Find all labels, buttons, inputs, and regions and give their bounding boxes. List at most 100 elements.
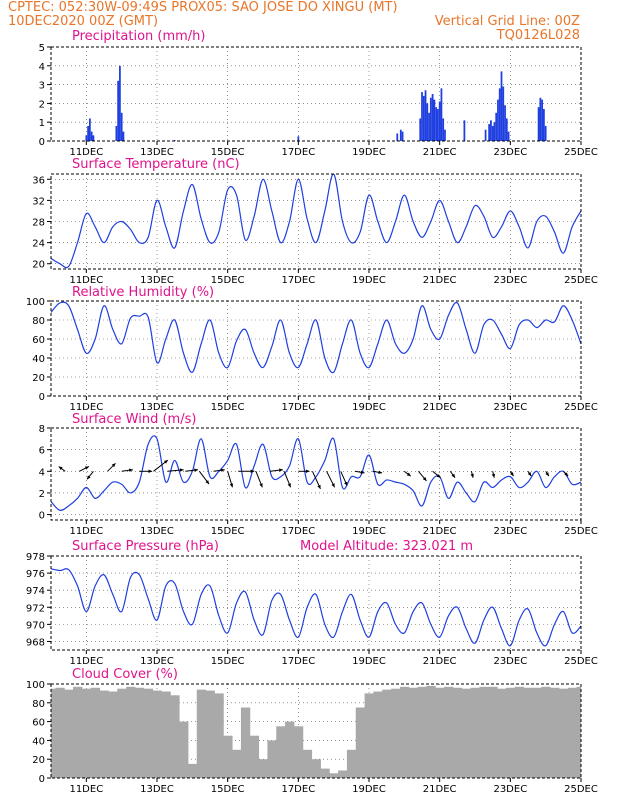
precip-bar	[401, 131, 404, 141]
y-tick-label: 20	[32, 755, 45, 766]
cloud-bar	[488, 686, 498, 778]
y-tick-label: 0	[39, 511, 45, 522]
cloud-bar	[408, 687, 419, 778]
cloud-bar	[435, 687, 445, 778]
wind-arrow-head	[305, 469, 310, 474]
wind-arrow-head	[360, 470, 365, 475]
precip-bar	[90, 131, 93, 141]
wind-arrow	[509, 471, 514, 477]
wind-arrow	[153, 459, 169, 472]
wind-arrow-head	[422, 477, 427, 481]
cloud-bar	[126, 686, 136, 778]
series-group	[51, 435, 581, 511]
wind-arrow	[255, 471, 263, 488]
cloud-bar	[293, 726, 304, 778]
panel-6: 0 20 40 60 80 100 11DEC 13DEC 15DEC 17DEC 19DEC 21D…	[26, 667, 598, 795]
wind-arrow-head	[331, 483, 335, 488]
x-tick-label: 21DEC	[423, 402, 457, 413]
x-tick-label: 23DEC	[493, 147, 527, 158]
x-tick-label: 25DEC	[564, 526, 598, 537]
wind-arrow	[432, 470, 441, 479]
cloud-bar	[470, 687, 480, 778]
x-tick-label: 15DEC	[211, 402, 245, 413]
series-group	[51, 568, 581, 647]
wind-arrow-head	[250, 469, 255, 474]
cloud-bar	[152, 690, 162, 778]
wind-arrow	[340, 471, 348, 486]
cloud-bar	[426, 685, 436, 778]
series-line	[51, 568, 581, 647]
wind-arrow-head	[220, 468, 225, 472]
x-tick-label: 15DEC	[211, 656, 245, 667]
cloud-bar	[64, 689, 74, 778]
wind-arrow-head	[510, 472, 514, 477]
wind-arrow-head	[229, 483, 234, 488]
series-line	[51, 435, 581, 511]
cloud-bar	[399, 686, 410, 778]
wind-arrow	[185, 468, 199, 472]
wind-arrow	[79, 466, 90, 472]
precip-bar	[502, 86, 505, 141]
precip-bar	[495, 112, 498, 141]
x-tick-label: 19DEC	[352, 784, 386, 795]
precip-bar	[115, 125, 118, 141]
x-tick-label: 19DEC	[352, 526, 386, 537]
cloud-bar	[514, 686, 525, 778]
wind-arrow-head	[527, 472, 532, 477]
cloud-bar	[276, 726, 286, 778]
wind-arrow-head	[111, 463, 116, 468]
header-location: CPTEC: 052:30W-09:49S PROX05: SAO JOSE D…	[8, 0, 398, 15]
header-model: TQ0126L028	[496, 28, 580, 43]
y-tick-label: 36	[32, 175, 45, 186]
cloud-bar	[187, 763, 198, 778]
wind-arrow	[449, 470, 456, 478]
precip-bar	[399, 129, 402, 141]
cloud-bar	[81, 688, 92, 778]
x-tick-label: 13DEC	[140, 275, 174, 286]
x-tick-label: 11DEC	[69, 147, 103, 158]
y-tick-label: 40	[32, 354, 45, 365]
wind-arrow	[326, 471, 336, 488]
y-tick-label: 60	[32, 718, 45, 729]
x-tick-label: 21DEC	[423, 275, 457, 286]
x-tick-label: 15DEC	[211, 147, 245, 158]
x-tick-label: 15DEC	[211, 275, 245, 286]
wind-arrow-head	[179, 468, 184, 472]
x-tick-label: 25DEC	[564, 656, 598, 667]
panel-frame	[50, 46, 582, 142]
x-tick-label: 13DEC	[140, 526, 174, 537]
y-tick-label: 1	[39, 118, 45, 129]
x-tick-label: 23DEC	[493, 275, 527, 286]
cloud-bar	[550, 687, 560, 778]
precip-bar	[544, 125, 547, 141]
series-group	[51, 685, 581, 778]
cloud-bar	[73, 686, 83, 778]
y-tick-label: 32	[32, 196, 45, 207]
x-tick-label: 23DEC	[493, 784, 527, 795]
precip-bar	[421, 92, 423, 141]
y-tick-label: 80	[32, 699, 45, 710]
cloud-bar	[497, 688, 507, 778]
precip-bar	[500, 71, 503, 141]
precip-bar	[440, 88, 443, 141]
x-tick-label: 23DEC	[493, 656, 527, 667]
cloud-bar	[558, 688, 569, 778]
cloud-bar	[541, 686, 551, 778]
x-tick-label: 17DEC	[281, 656, 315, 667]
precip-bar	[122, 131, 125, 141]
x-tick-label: 13DEC	[140, 656, 174, 667]
precip-bar	[87, 125, 89, 141]
precip-bar	[422, 95, 425, 141]
x-tick-label: 11DEC	[69, 656, 103, 667]
wind-arrow	[213, 468, 225, 472]
wind-arrow-head	[163, 460, 168, 464]
wind-arrow	[86, 470, 94, 480]
y-tick-label: 40	[32, 736, 45, 747]
panel-frame	[50, 427, 582, 521]
panel-frame	[50, 555, 582, 651]
precip-bar	[493, 122, 496, 141]
precip-bar	[433, 99, 436, 141]
x-tick-label: 17DEC	[281, 784, 315, 795]
wind-arrow	[121, 468, 133, 472]
precip-bar	[92, 135, 95, 141]
